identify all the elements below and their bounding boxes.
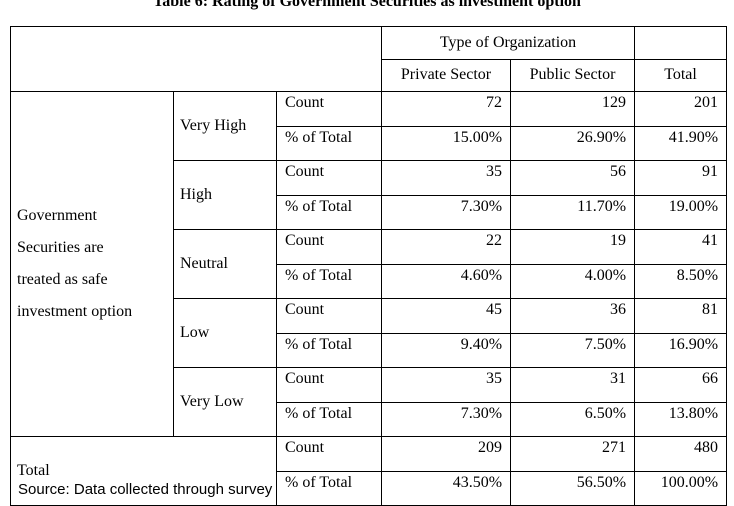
cell-value: 100.00% <box>634 470 728 506</box>
row-group-label: Government Securities are treated as safe i… <box>10 91 174 437</box>
stat-label: Count <box>275 367 383 403</box>
cell-value: 91 <box>634 160 728 196</box>
header-row-group: Type of Organization <box>9 26 728 92</box>
stat-label: Count <box>275 298 383 334</box>
col-header-private: Private Sector <box>381 58 512 92</box>
row-label-line: investment option <box>17 303 133 320</box>
cell-value: 81 <box>634 298 728 334</box>
rating-label: Low <box>173 298 277 368</box>
cell-value: 7.30% <box>381 194 512 230</box>
header-row-columns: Private Sector Public Sector Total <box>11 58 728 92</box>
table-row: % of Total 15.00% 26.90% 41.90% <box>11 125 728 161</box>
rating-label: Very High <box>173 91 277 161</box>
cell-value: 7.50% <box>510 332 636 368</box>
cell-value: 36 <box>510 298 636 334</box>
total-row: % of Total 43.50% 56.50% 100.00% <box>11 470 728 506</box>
cell-value: 41 <box>634 229 728 265</box>
stat-label: Count <box>275 436 383 472</box>
cell-value: 43.50% <box>381 470 512 506</box>
stat-label: % of Total <box>275 401 383 437</box>
col-header-public: Public Sector <box>510 58 636 92</box>
source-note: Source: Data collected through survey <box>18 481 273 498</box>
cell-value: 15.00% <box>381 125 512 161</box>
stat-label: % of Total <box>275 125 383 161</box>
row-label-line: treated as safe <box>17 271 108 288</box>
stat-label: % of Total <box>275 194 383 230</box>
cell-value: 129 <box>510 91 636 127</box>
corner-cell <box>9 26 383 92</box>
stat-label: Count <box>275 91 383 127</box>
table-row: Government Securities are treated as safe i… <box>10 91 728 437</box>
table-title: Table 6: Rating of Government Securities… <box>153 0 581 10</box>
stat-label: % of Total <box>275 470 383 506</box>
cell-value: 22 <box>381 229 512 265</box>
cell-value: 4.00% <box>510 263 636 299</box>
table-row: % of Total 4.60% 4.00% 8.50% <box>11 263 728 299</box>
ratings-table: Type of Organization Private Sector Publ… <box>9 26 728 506</box>
rating-label: Neutral <box>173 229 277 299</box>
org-type-header: Type of Organization <box>381 26 636 60</box>
cell-value: 271 <box>510 436 636 472</box>
total-row: Total Count 209 271 480 <box>10 436 728 506</box>
cell-value: 45 <box>381 298 512 334</box>
table-row: Neutral Count 22 19 41 <box>11 229 728 299</box>
cell-value: 9.40% <box>381 332 512 368</box>
cell-value: 16.90% <box>634 332 728 368</box>
col-header-total: Total <box>634 58 728 92</box>
table-row: % of Total 7.30% 11.70% 19.00% <box>11 194 728 230</box>
table-row: High Count 35 56 91 <box>11 160 728 230</box>
cell-value: 56.50% <box>510 470 636 506</box>
cell-value: 35 <box>381 367 512 403</box>
cell-value: 8.50% <box>634 263 728 299</box>
cell-value: 66 <box>634 367 728 403</box>
total-label: Total <box>10 436 277 506</box>
cell-value: 26.90% <box>510 125 636 161</box>
stat-label: Count <box>275 229 383 265</box>
cell-value: 6.50% <box>510 401 636 437</box>
total-header-spacer <box>634 26 728 60</box>
cell-value: 31 <box>510 367 636 403</box>
table-row: % of Total 7.30% 6.50% 13.80% <box>11 401 728 437</box>
stat-label: Count <box>275 160 383 196</box>
row-label-line: Securities are <box>17 239 104 256</box>
cell-value: 480 <box>634 436 728 472</box>
cell-value: 209 <box>381 436 512 472</box>
table-row: Low Count 45 36 81 <box>11 298 728 368</box>
cell-value: 11.70% <box>510 194 636 230</box>
cell-value: 7.30% <box>381 401 512 437</box>
cell-value: 35 <box>381 160 512 196</box>
cell-value: 19 <box>510 229 636 265</box>
cell-value: 19.00% <box>634 194 728 230</box>
stat-label: % of Total <box>275 263 383 299</box>
row-label-line: Government <box>17 207 97 224</box>
cell-value: 72 <box>381 91 512 127</box>
table-row: % of Total 9.40% 7.50% 16.90% <box>11 332 728 368</box>
rating-label: High <box>173 160 277 230</box>
stat-label: % of Total <box>275 332 383 368</box>
cell-value: 41.90% <box>634 125 728 161</box>
cell-value: 13.80% <box>634 401 728 437</box>
rating-label: Very Low <box>173 367 277 437</box>
cell-value: 201 <box>634 91 728 127</box>
cell-value: 56 <box>510 160 636 196</box>
cell-value: 4.60% <box>381 263 512 299</box>
